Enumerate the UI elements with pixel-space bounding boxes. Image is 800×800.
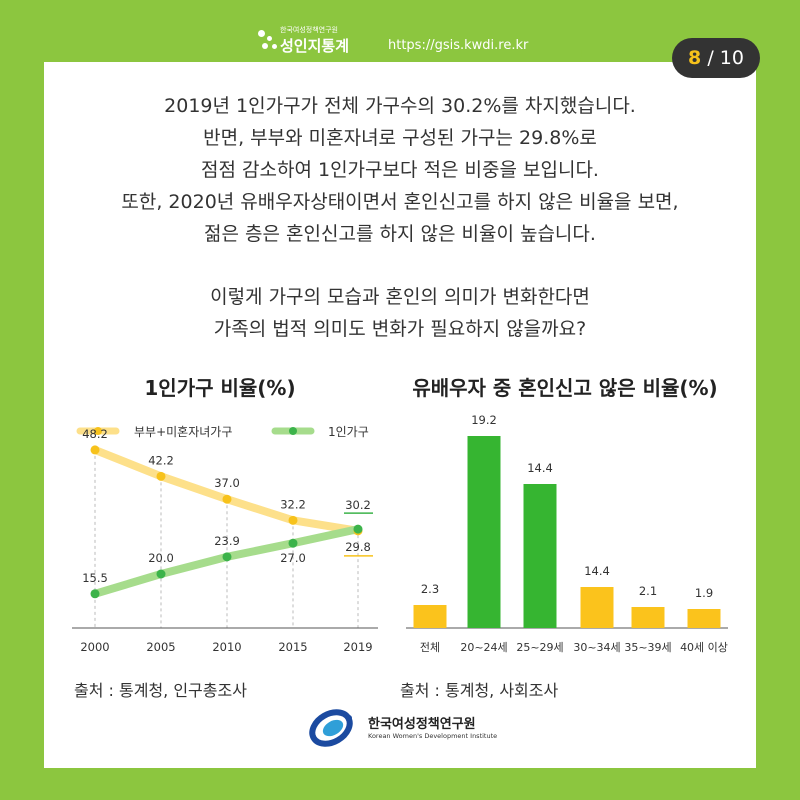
- question-paragraph: 이렇게 가구의 모습과 혼인의 의미가 변화한다면 가족의 법적 의미도 변화가…: [60, 281, 740, 345]
- intro-line: 2019년 1인가구가 전체 가구수의 30.2%를 차지했습니다.: [164, 95, 636, 117]
- intro-paragraph: 2019년 1인가구가 전체 가구수의 30.2%를 차지했습니다. 반면, 부…: [60, 90, 740, 250]
- question-line: 이렇게 가구의 모습과 혼인의 의미가 변화한다면: [210, 286, 590, 308]
- site-url[interactable]: https://gsis.kwdi.re.kr: [388, 38, 529, 53]
- brand-title: 성인지통계: [280, 37, 350, 55]
- intro-line: 반면, 부부와 미혼자녀로 구성된 가구는 29.8%로: [203, 127, 597, 149]
- content-card: [44, 62, 756, 768]
- question-line: 가족의 법적 의미도 변화가 필요하지 않을까요?: [213, 318, 587, 340]
- org-english-name: Korean Women's Development Institute: [368, 732, 498, 740]
- bar-chart-source: 출처 : 통계청, 사회조사: [400, 681, 559, 700]
- page-current: 8: [688, 47, 702, 69]
- line-chart-title: 1인가구 비율(%): [144, 376, 296, 400]
- intro-line: 점점 감소하여 1인가구보다 적은 비중을 보입니다.: [201, 159, 599, 181]
- intro-line: 젊은 층은 혼인신고를 하지 않은 비율이 높습니다.: [204, 223, 596, 245]
- page-separator: /: [701, 47, 720, 69]
- bar-chart-title: 유배우자 중 혼인신고 않은 비율(%): [412, 376, 718, 400]
- kwdi-logo-icon: [309, 709, 353, 747]
- page-indicator: 8 / 10: [672, 38, 760, 78]
- page-total: 10: [719, 47, 744, 69]
- gsis-logo-icon: [258, 30, 282, 54]
- org-name: 한국여성정책연구원: [368, 717, 476, 732]
- brand-org-small: 한국여성정책연구원: [280, 26, 338, 34]
- line-chart-source: 출처 : 통계청, 인구총조사: [74, 681, 247, 700]
- intro-line: 또한, 2020년 유배우자상태이면서 혼인신고를 하지 않은 비율을 보면,: [121, 191, 679, 213]
